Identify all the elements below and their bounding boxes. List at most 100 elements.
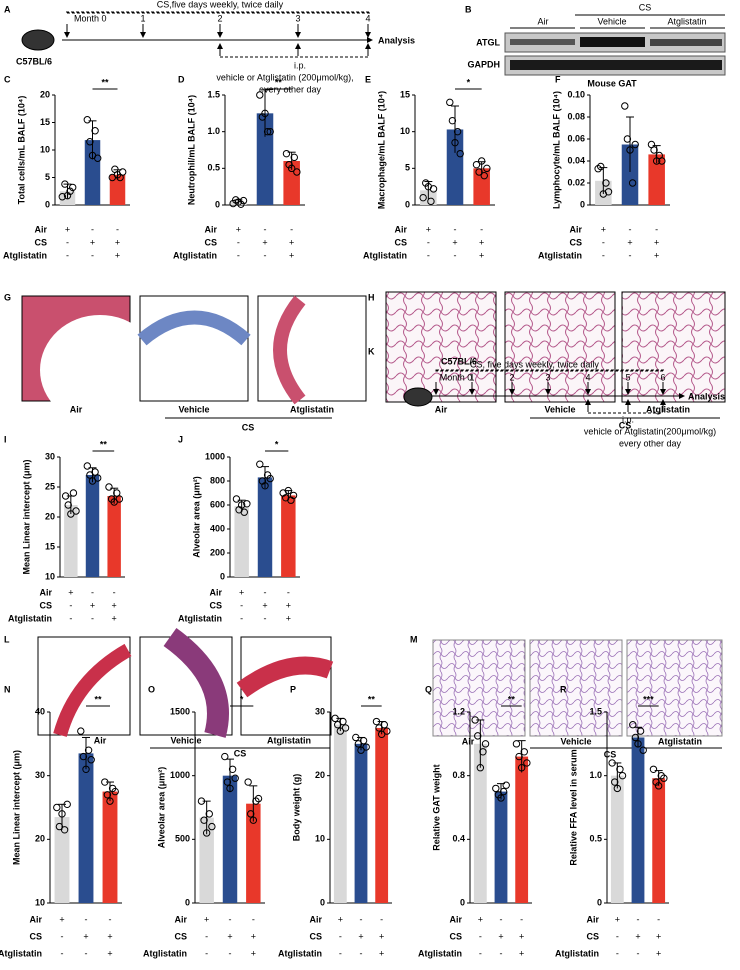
bar — [222, 775, 238, 903]
condition-sign: - — [454, 250, 457, 260]
data-point — [69, 489, 78, 497]
condition-sign: - — [264, 587, 267, 597]
condition-sign: + — [262, 237, 267, 247]
condition-label: CS — [34, 237, 47, 247]
condition-sign: - — [237, 250, 240, 260]
condition-sign: + — [358, 931, 363, 941]
condition-sign: - — [61, 931, 64, 941]
data-point — [341, 724, 350, 732]
condition-sign: + — [478, 914, 483, 924]
bar — [354, 743, 368, 903]
condition-sign: + — [239, 587, 244, 597]
condition-label: Air — [449, 914, 462, 924]
condition-sign: - — [637, 914, 640, 924]
bar — [333, 724, 347, 903]
label: Air — [538, 16, 549, 26]
data-point — [82, 765, 90, 773]
panel-letter: F — [555, 74, 561, 84]
panel-letter: M — [410, 634, 418, 644]
condition-label: CS — [204, 237, 217, 247]
y-axis-label: Lymphocyte/mL BALF (10⁴) — [551, 91, 561, 209]
condition-sign: - — [252, 914, 255, 924]
data-point — [83, 462, 92, 470]
y-tick-label: 1.2 — [452, 706, 465, 716]
data-point — [239, 196, 248, 205]
condition-sign: + — [251, 948, 256, 958]
data-point — [481, 740, 490, 748]
bar — [283, 161, 300, 205]
label: Vehicle — [178, 404, 209, 414]
label: 5 — [625, 372, 630, 382]
y-tick-label: 0.8 — [452, 770, 465, 780]
y-tick-label: 1500 — [170, 706, 190, 716]
condition-label: Atglistatin — [178, 613, 222, 623]
y-tick-label: 0.10 — [567, 89, 585, 99]
data-point — [446, 98, 454, 107]
data-point — [626, 146, 634, 154]
data-point — [256, 460, 264, 468]
label: 3 — [545, 372, 550, 382]
data-point — [472, 160, 481, 169]
data-point — [83, 116, 92, 124]
data-point — [636, 727, 645, 735]
condition-sign: - — [264, 250, 267, 260]
data-point — [94, 154, 102, 162]
condition-sign: + — [338, 914, 343, 924]
label: Atglistatin — [667, 16, 706, 26]
data-point — [372, 717, 381, 726]
panel-letter: C — [4, 74, 11, 84]
data-point — [359, 736, 368, 745]
data-point — [77, 727, 85, 735]
data-point — [91, 468, 99, 476]
label: Atglistatin — [267, 735, 311, 745]
condition-label: CS — [309, 931, 322, 941]
histology-image — [432, 639, 526, 737]
data-point — [91, 127, 99, 135]
data-point — [284, 486, 293, 495]
panel-letter: K — [368, 346, 375, 356]
panel-letter: Q — [425, 684, 432, 694]
condition-sign: - — [629, 224, 632, 234]
data-point — [247, 810, 255, 818]
condition-label: CS — [586, 931, 599, 941]
data-point — [512, 740, 521, 748]
label: Vehicle — [597, 16, 626, 26]
data-point — [229, 199, 237, 208]
data-point — [419, 193, 427, 202]
condition-label: Air — [29, 914, 42, 924]
data-point — [223, 778, 232, 786]
data-point — [231, 774, 239, 782]
data-point — [200, 816, 208, 824]
airway-wall — [273, 295, 306, 405]
y-tick-label: 30 — [35, 770, 45, 780]
data-point — [339, 717, 347, 726]
label: Vehicle — [544, 404, 575, 414]
condition-sign: + — [627, 237, 632, 247]
data-point — [240, 508, 248, 516]
band — [580, 37, 645, 47]
condition-sign: - — [637, 948, 640, 958]
condition-sign: + — [479, 237, 484, 247]
data-point — [380, 721, 388, 729]
panel-letter: P — [290, 684, 296, 694]
condition-sign: + — [59, 914, 64, 924]
bar — [515, 756, 529, 903]
condition-sign: + — [654, 237, 659, 247]
condition-sign: - — [69, 600, 72, 610]
data-point — [261, 109, 269, 118]
condition-label: Air — [204, 224, 217, 234]
condition-sign: - — [66, 250, 69, 260]
bar — [473, 168, 490, 205]
label: i.p. — [294, 60, 306, 70]
condition-sign: - — [427, 250, 430, 260]
condition-sign: - — [655, 224, 658, 234]
mouse-icon — [403, 387, 433, 407]
data-point — [285, 160, 293, 169]
label: Mouse GAT — [587, 78, 637, 88]
label: CS, five days weekly, twice daily — [470, 359, 599, 369]
label: vehicle or Atglistatin(200μmol/kg) — [584, 426, 716, 436]
condition-sign: + — [601, 224, 606, 234]
condition-sign: + — [289, 250, 294, 260]
y-tick-label: 400 — [210, 523, 225, 533]
y-tick-label: 20 — [315, 770, 325, 780]
